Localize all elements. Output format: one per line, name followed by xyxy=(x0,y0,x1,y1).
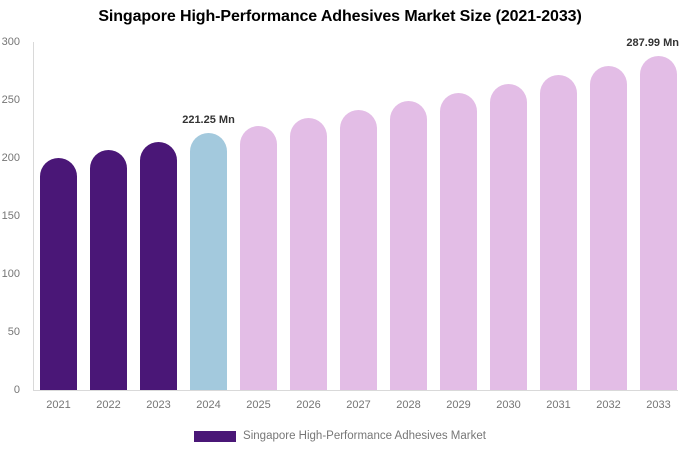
y-tick-label-100: 100 xyxy=(1,267,20,280)
x-tick-label-2028: 2028 xyxy=(396,399,421,411)
bar-2028[interactable] xyxy=(390,101,427,390)
bar-value-label-2033: 287.99 Mn xyxy=(626,36,679,49)
bar-value-label-2024: 221.25 Mn xyxy=(182,114,235,127)
y-tick-label-50: 50 xyxy=(7,325,20,338)
x-tick-label-2027: 2027 xyxy=(346,399,371,411)
bar-2026[interactable] xyxy=(290,117,327,390)
bar-2033[interactable] xyxy=(640,55,677,390)
bar-2022[interactable] xyxy=(90,149,127,390)
y-tick-label-200: 200 xyxy=(1,151,20,164)
legend-swatch xyxy=(194,430,237,442)
bar-2025[interactable] xyxy=(240,125,277,390)
bar-2032[interactable] xyxy=(590,65,627,390)
x-tick-label-2033: 2033 xyxy=(646,399,671,411)
x-tick-label-2024: 2024 xyxy=(196,399,221,411)
bar-2027[interactable] xyxy=(340,109,377,390)
x-tick-label-2032: 2032 xyxy=(596,399,621,411)
chart-title: Singapore High-Performance Adhesives Mar… xyxy=(98,8,582,25)
x-tick-label-2029: 2029 xyxy=(446,399,471,411)
x-tick-label-2025: 2025 xyxy=(246,399,271,411)
x-tick-label-2023: 2023 xyxy=(146,399,171,411)
bar-2021[interactable] xyxy=(40,158,77,390)
bar-2023[interactable] xyxy=(140,141,177,390)
legend-label: Singapore High-Performance Adhesives Mar… xyxy=(243,430,486,442)
y-tick-label-250: 250 xyxy=(1,93,20,106)
y-tick-label-0: 0 xyxy=(13,383,20,396)
bar-2024[interactable] xyxy=(190,133,227,390)
y-axis-line xyxy=(33,42,34,391)
x-axis-line xyxy=(33,390,678,391)
x-tick-label-2030: 2030 xyxy=(496,399,521,411)
plot-area: 0 50 100 150 200 250 300 2021 2022 2023 2024 2025 20… xyxy=(2,36,679,412)
y-tick-label-300: 300 xyxy=(1,35,20,48)
bar-2030[interactable] xyxy=(490,84,527,390)
chart-legend: Singapore High-Performance Adhesives Mar… xyxy=(0,430,680,442)
bar-2029[interactable] xyxy=(440,92,477,390)
y-tick-label-150: 150 xyxy=(1,209,20,222)
x-tick-label-2022: 2022 xyxy=(96,399,121,411)
x-tick-label-2026: 2026 xyxy=(296,399,321,411)
bar-2031[interactable] xyxy=(540,74,577,390)
x-tick-label-2021: 2021 xyxy=(46,399,71,411)
x-tick-label-2031: 2031 xyxy=(546,399,571,411)
